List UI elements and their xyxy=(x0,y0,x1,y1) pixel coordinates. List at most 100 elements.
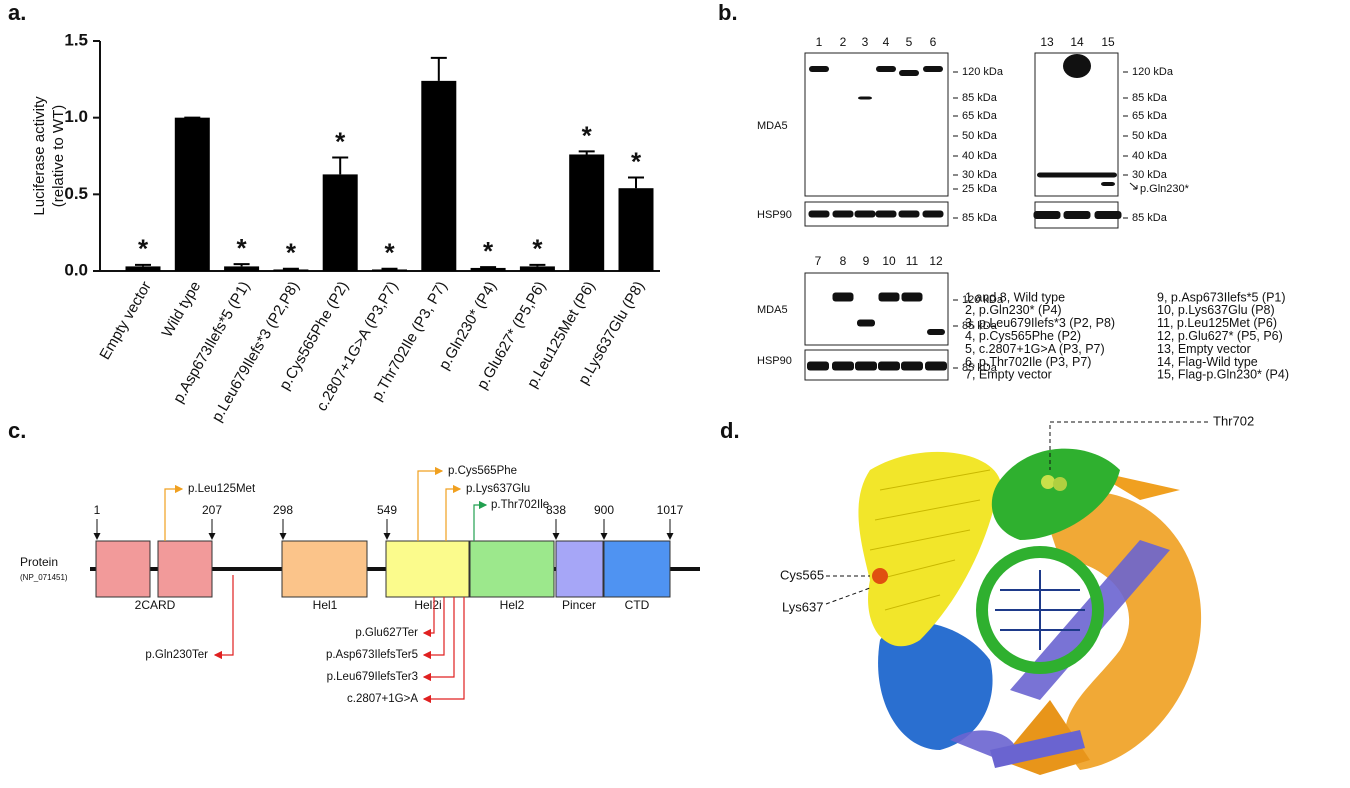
legend-entry: 15, Flag-p.Gln230* (P4) xyxy=(1157,368,1289,382)
bar xyxy=(174,117,210,272)
leader-line xyxy=(825,587,871,605)
significance-mark: * xyxy=(286,238,297,268)
marker-label: 120 kDa xyxy=(962,66,1004,78)
variant-connector xyxy=(422,597,445,660)
position-label: 900 xyxy=(594,503,614,517)
variant-connector xyxy=(473,500,488,541)
marker-label: 85 kDa xyxy=(1132,92,1168,104)
marker-label: 85 kDa xyxy=(1132,212,1168,224)
legend-entry: 4, p.Cys565Phe (P2) xyxy=(965,329,1081,343)
position-label: 207 xyxy=(202,503,222,517)
legend-entry: 3, p.Leu679Ilefs*3 (P2, P8) xyxy=(965,316,1115,330)
band xyxy=(1033,211,1061,219)
legend-entry: 7, Empty vector xyxy=(965,368,1052,382)
variant-connector xyxy=(417,466,444,541)
domain-label: Hel2 xyxy=(500,598,525,612)
bar xyxy=(372,269,407,271)
bar xyxy=(519,266,555,271)
antibody-label: HSP90 xyxy=(757,355,792,367)
antibody-label: MDA5 xyxy=(757,120,788,132)
band xyxy=(809,66,829,72)
significance-mark: * xyxy=(582,120,593,150)
protein-label: Protein xyxy=(20,555,58,569)
y-tick-label: 1.0 xyxy=(64,107,88,126)
domain-label: Hel1 xyxy=(313,598,338,612)
lane-number: 2 xyxy=(840,35,847,49)
marker-label: 50 kDa xyxy=(1132,130,1168,142)
arrow-icon xyxy=(1129,182,1138,190)
band xyxy=(925,361,947,371)
error-bar xyxy=(233,263,250,267)
band xyxy=(807,361,829,371)
bar xyxy=(421,80,457,271)
error-bar xyxy=(480,266,497,269)
variant-label: p.Asp673IlefsTer5 xyxy=(326,649,418,661)
legend-entry: 6, p.Thr702Ile (P3, P7) xyxy=(965,355,1091,369)
domain-box xyxy=(469,540,555,598)
western-blots: MDA5 HSP90 MDA5 HSP90 p.Gln230* 1 2 3 4 5 67 8… xyxy=(757,35,1289,382)
band xyxy=(832,210,854,218)
significance-mark: * xyxy=(237,233,248,263)
error-bar xyxy=(135,263,151,267)
band xyxy=(832,361,854,371)
bar xyxy=(569,154,605,271)
variant-label: p.Leu679IlefsTer3 xyxy=(327,671,418,683)
legend-entry: 9, p.Asp673Ilefs*5 (P1) xyxy=(1157,290,1286,304)
domain-label: CTD xyxy=(625,598,650,612)
marker-label: 85 kDa xyxy=(962,320,998,332)
variant-connector xyxy=(164,484,184,541)
legend-entry: 11, p.Leu125Met (P6) xyxy=(1157,316,1277,330)
panel-label: c. xyxy=(8,418,26,443)
y-tick-label: 0.5 xyxy=(64,184,88,203)
domain-box xyxy=(603,540,671,598)
lane-number: 7 xyxy=(815,254,822,268)
variant-connector xyxy=(213,575,234,660)
marker-label: 50 kDa xyxy=(962,130,998,142)
residue-sphere xyxy=(1041,475,1055,489)
domain-label: 2CARD xyxy=(135,598,176,612)
variant-label: p.Lys637Glu xyxy=(466,483,530,495)
band xyxy=(901,292,923,302)
band xyxy=(878,361,900,371)
purple-helix xyxy=(990,730,1085,768)
lane-number: 14 xyxy=(1070,35,1084,49)
error-bar xyxy=(430,56,447,81)
bar xyxy=(470,267,506,271)
lane-number: 1 xyxy=(816,35,823,49)
blot-frame xyxy=(804,52,949,197)
legend-entry: 13, Empty vector xyxy=(1157,342,1251,356)
band xyxy=(808,210,830,218)
significance-mark: * xyxy=(532,234,543,264)
bar xyxy=(125,266,161,271)
lane-number: 10 xyxy=(882,254,896,268)
antibody-label: MDA5 xyxy=(757,304,788,316)
lane-number: 3 xyxy=(862,35,869,49)
residue-sphere xyxy=(1053,477,1067,491)
domain-box xyxy=(555,540,604,598)
error-bar xyxy=(332,156,349,175)
significance-mark: * xyxy=(138,234,149,264)
lane-number: 15 xyxy=(1101,35,1115,49)
error-bar xyxy=(381,267,398,270)
legend-entry: 1 and 8, Wild type xyxy=(965,290,1065,304)
variant-label: p.Thr702Ile xyxy=(491,499,549,511)
band xyxy=(1037,172,1117,178)
lane-number: 5 xyxy=(906,35,913,49)
error-bar xyxy=(578,150,595,155)
bar xyxy=(224,266,260,271)
residue-label: Thr702 xyxy=(1213,413,1254,428)
band xyxy=(855,361,877,371)
legend-entry: 5, c.2807+1G>A (P3, P7) xyxy=(965,342,1105,356)
band xyxy=(876,66,896,72)
marker-label: 120 kDa xyxy=(962,294,1004,306)
variant-label: p.Cys565Phe xyxy=(448,465,517,477)
bar xyxy=(273,269,309,271)
bar xyxy=(322,174,358,271)
domain-box xyxy=(157,540,213,598)
band xyxy=(901,361,923,371)
legend-entry: 14, Flag-Wild type xyxy=(1157,355,1258,369)
band xyxy=(1094,211,1122,219)
variant-connector xyxy=(422,597,455,682)
protein-structure: Thr702 Cys565 Lys637 xyxy=(780,413,1254,775)
marker-label: 30 kDa xyxy=(1132,169,1168,181)
